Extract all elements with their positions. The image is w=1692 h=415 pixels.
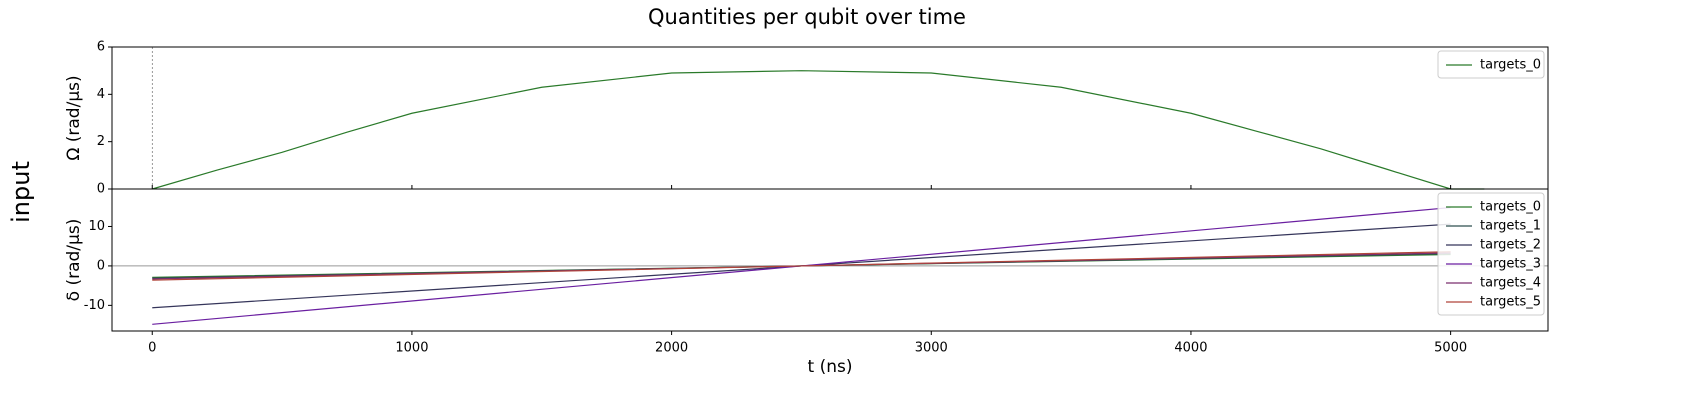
y-tick-label: -10 (84, 298, 105, 313)
y-tick-label: 0 (97, 182, 105, 197)
series-line (152, 251, 1451, 281)
legend-label: targets_1 (1480, 219, 1541, 234)
legend-label: targets_2 (1480, 238, 1541, 253)
legend-label: targets_0 (1480, 200, 1541, 215)
y-axis-label: δ (rad/µs) (64, 219, 84, 302)
legend-label: targets_3 (1480, 257, 1541, 272)
legend-label: targets_0 (1480, 58, 1541, 73)
y-tick-label: 6 (97, 40, 105, 55)
y-tick-label: 2 (97, 134, 105, 149)
legend-frame (1437, 192, 1545, 316)
x-tick-label: 4000 (1174, 341, 1207, 356)
axes-frame (111, 46, 1549, 190)
row-label: input (7, 161, 35, 223)
y-tick-label: 0 (97, 258, 105, 273)
y-tick-label: 4 (97, 87, 105, 102)
x-tick-label: 5000 (1434, 341, 1467, 356)
axes-frame (111, 188, 1549, 332)
x-tick-label: 3000 (915, 341, 948, 356)
x-axis-label: t (ns) (808, 357, 853, 377)
y-axis-label: Ω (rad/µs) (64, 75, 84, 160)
x-tick-label: 2000 (655, 341, 688, 356)
y-tick-label: 10 (88, 219, 105, 234)
figure-title: Quantities per qubit over time (648, 5, 966, 29)
legend-label: targets_5 (1480, 295, 1541, 310)
legend-label: targets_4 (1480, 276, 1541, 291)
x-tick-label: 1000 (395, 341, 428, 356)
legend-frame (1437, 50, 1545, 79)
series-line (152, 70, 1485, 190)
x-tick-label: 0 (148, 341, 156, 356)
